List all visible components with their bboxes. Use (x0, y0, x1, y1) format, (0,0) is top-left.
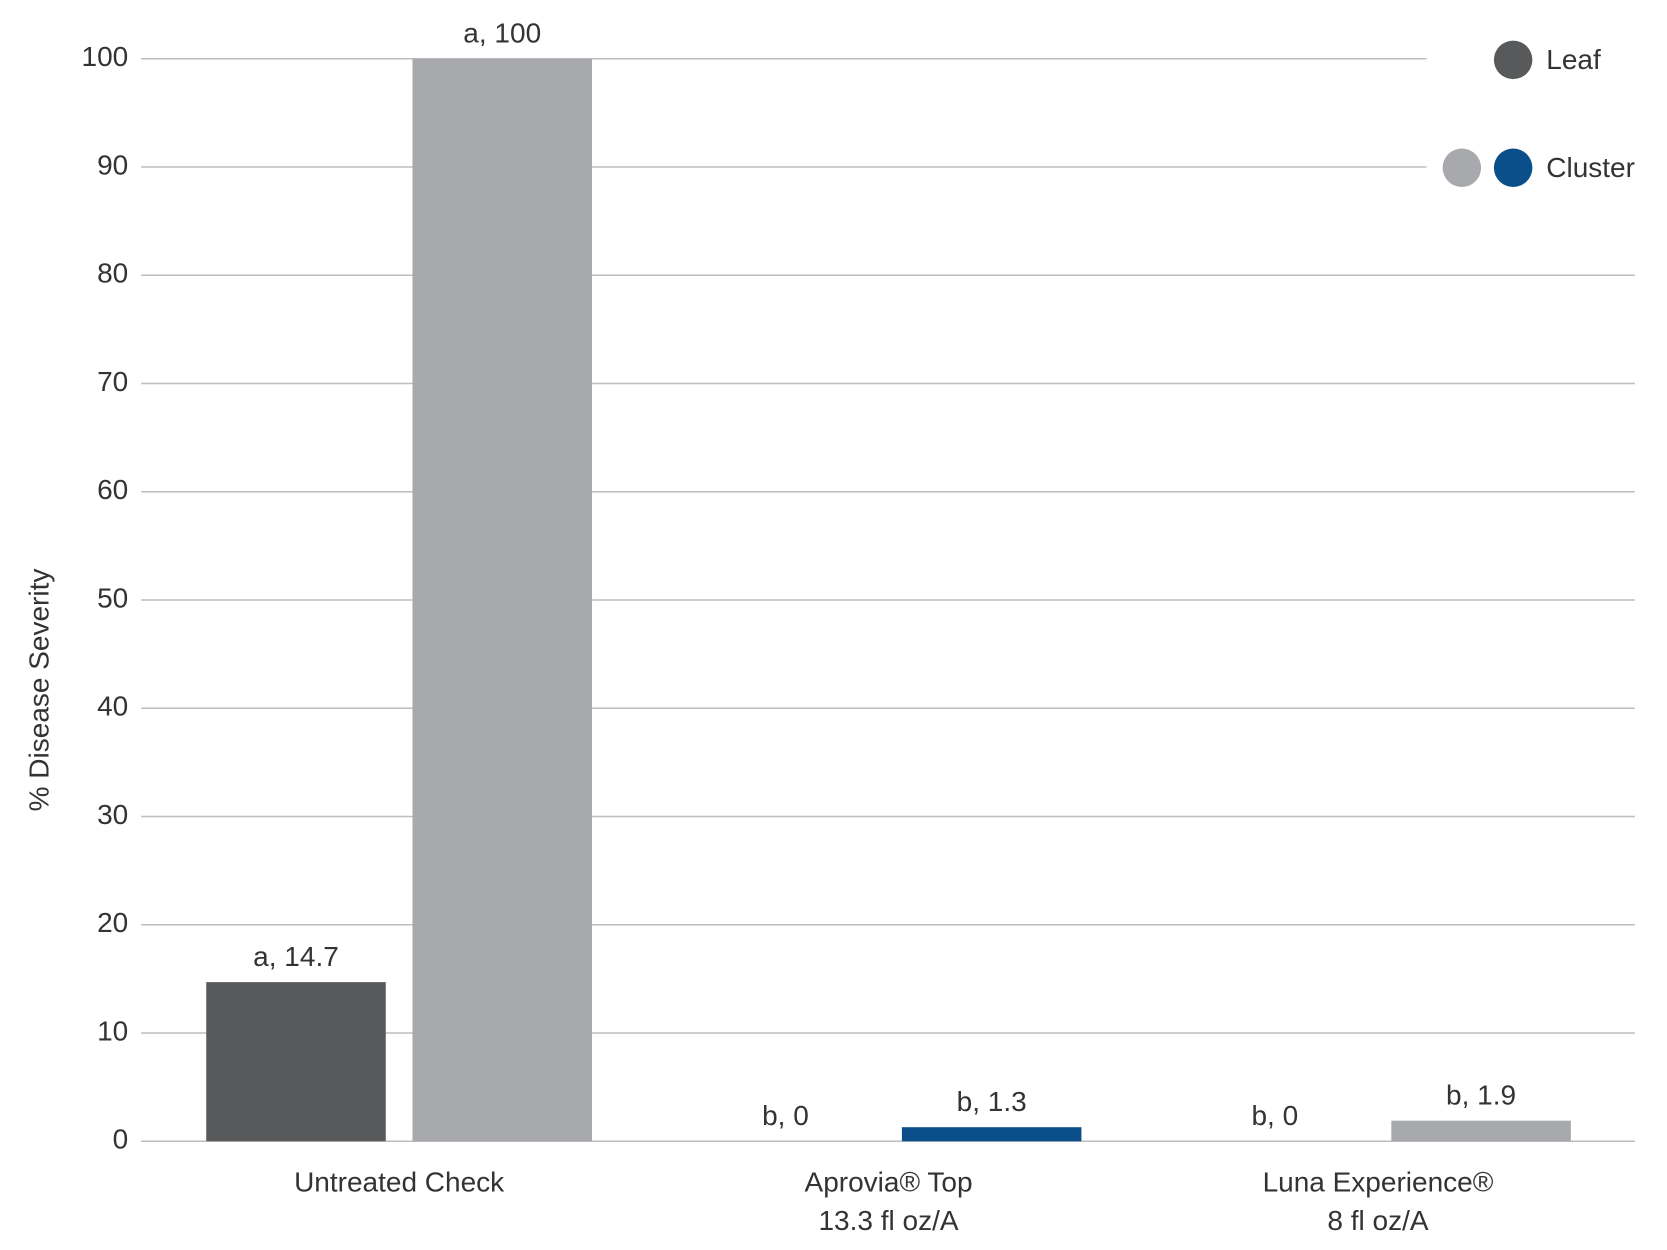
y-tick-label: 10 (97, 1015, 128, 1046)
value-label: b, 1.9 (1446, 1080, 1516, 1111)
legend-label: Cluster (1546, 152, 1635, 183)
y-tick-label: 30 (97, 799, 128, 830)
x-tick-label: Luna Experience® (1263, 1166, 1494, 1197)
y-tick-label: 60 (97, 474, 128, 505)
bar (206, 982, 386, 1142)
x-tick-label: Untreated Check (294, 1166, 505, 1197)
legend-label: Leaf (1546, 44, 1601, 75)
x-tick-label: 13.3 fl oz/A (818, 1205, 958, 1236)
bar (1391, 1120, 1571, 1142)
value-label: a, 14.7 (253, 941, 339, 972)
value-label: b, 0 (1251, 1100, 1298, 1131)
legend-marker (1493, 40, 1533, 80)
y-tick-label: 20 (97, 907, 128, 938)
value-label: b, 1.3 (957, 1086, 1027, 1117)
x-tick-label: 8 fl oz/A (1327, 1205, 1428, 1236)
y-tick-label: 0 (113, 1124, 129, 1155)
y-tick-label: 70 (97, 366, 128, 397)
y-tick-label: 80 (97, 258, 128, 289)
legend-marker (1442, 148, 1482, 188)
y-tick-label: 100 (82, 41, 129, 72)
y-tick-label: 90 (97, 149, 128, 180)
legend-marker (1493, 148, 1533, 188)
y-axis-label: % Disease Severity (23, 569, 54, 812)
bar (412, 58, 593, 1142)
value-label: b, 0 (762, 1100, 809, 1131)
value-label: a, 100 (463, 18, 541, 49)
y-tick-label: 40 (97, 691, 128, 722)
bar (901, 1127, 1082, 1142)
x-tick-label: Aprovia® Top (805, 1166, 973, 1197)
y-tick-label: 50 (97, 582, 128, 613)
